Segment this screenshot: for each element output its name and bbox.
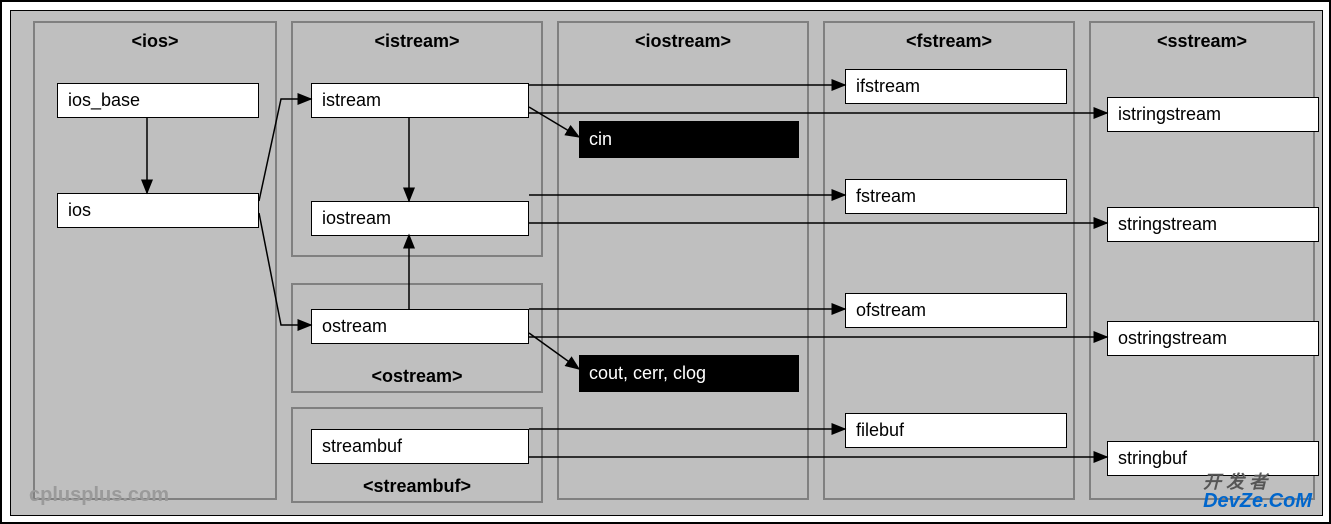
devze-line2: DevZe.CoM [1203, 491, 1312, 511]
node-cout: cout, cerr, clog [579, 355, 799, 392]
node-label: ios [68, 200, 91, 220]
node-iostream: iostream [311, 201, 529, 236]
node-cin: cin [579, 121, 799, 158]
col-istream-header: <istream> [293, 23, 541, 52]
node-istringstream: istringstream [1107, 97, 1319, 132]
node-ostringstream: ostringstream [1107, 321, 1319, 356]
node-istream: istream [311, 83, 529, 118]
node-label: stringbuf [1118, 448, 1187, 468]
col-sstream: <sstream> [1089, 21, 1315, 500]
col-fstream-header: <fstream> [825, 23, 1073, 52]
watermark-text: cplusplus.com [29, 484, 169, 507]
col-iostream: <iostream> [557, 21, 809, 500]
node-stringbuf: stringbuf [1107, 441, 1319, 476]
node-label: ofstream [856, 300, 926, 320]
inner-frame: <ios> <istream> <ostream> <streambuf> <i… [10, 10, 1323, 516]
col-ostream-header: <ostream> [293, 358, 541, 387]
col-iostream-header: <iostream> [559, 23, 807, 52]
col-streambuf-header: <streambuf> [293, 468, 541, 497]
node-stringstream: stringstream [1107, 207, 1319, 242]
node-ios: ios [57, 193, 259, 228]
node-label: fstream [856, 186, 916, 206]
col-sstream-header: <sstream> [1091, 23, 1313, 52]
node-label: stringstream [1118, 214, 1217, 234]
devze-watermark: 开 发 者 DevZe.CoM [1203, 473, 1312, 511]
node-label: filebuf [856, 420, 904, 440]
node-ostream: ostream [311, 309, 529, 344]
node-label: streambuf [322, 436, 402, 456]
node-ifstream: ifstream [845, 69, 1067, 104]
node-label: ostream [322, 316, 387, 336]
node-streambuf: streambuf [311, 429, 529, 464]
node-ios-base: ios_base [57, 83, 259, 118]
node-fstream: fstream [845, 179, 1067, 214]
node-label: iostream [322, 208, 391, 228]
node-label: ostringstream [1118, 328, 1227, 348]
node-label: ifstream [856, 76, 920, 96]
node-label: istream [322, 90, 381, 110]
devze-line1: 开 发 者 [1203, 473, 1312, 491]
node-filebuf: filebuf [845, 413, 1067, 448]
node-ofstream: ofstream [845, 293, 1067, 328]
node-label: cout, cerr, clog [589, 363, 706, 383]
node-label: istringstream [1118, 104, 1221, 124]
node-label: ios_base [68, 90, 140, 110]
node-label: cin [589, 129, 612, 149]
col-ios-header: <ios> [35, 23, 275, 52]
outer-frame: <ios> <istream> <ostream> <streambuf> <i… [0, 0, 1331, 524]
